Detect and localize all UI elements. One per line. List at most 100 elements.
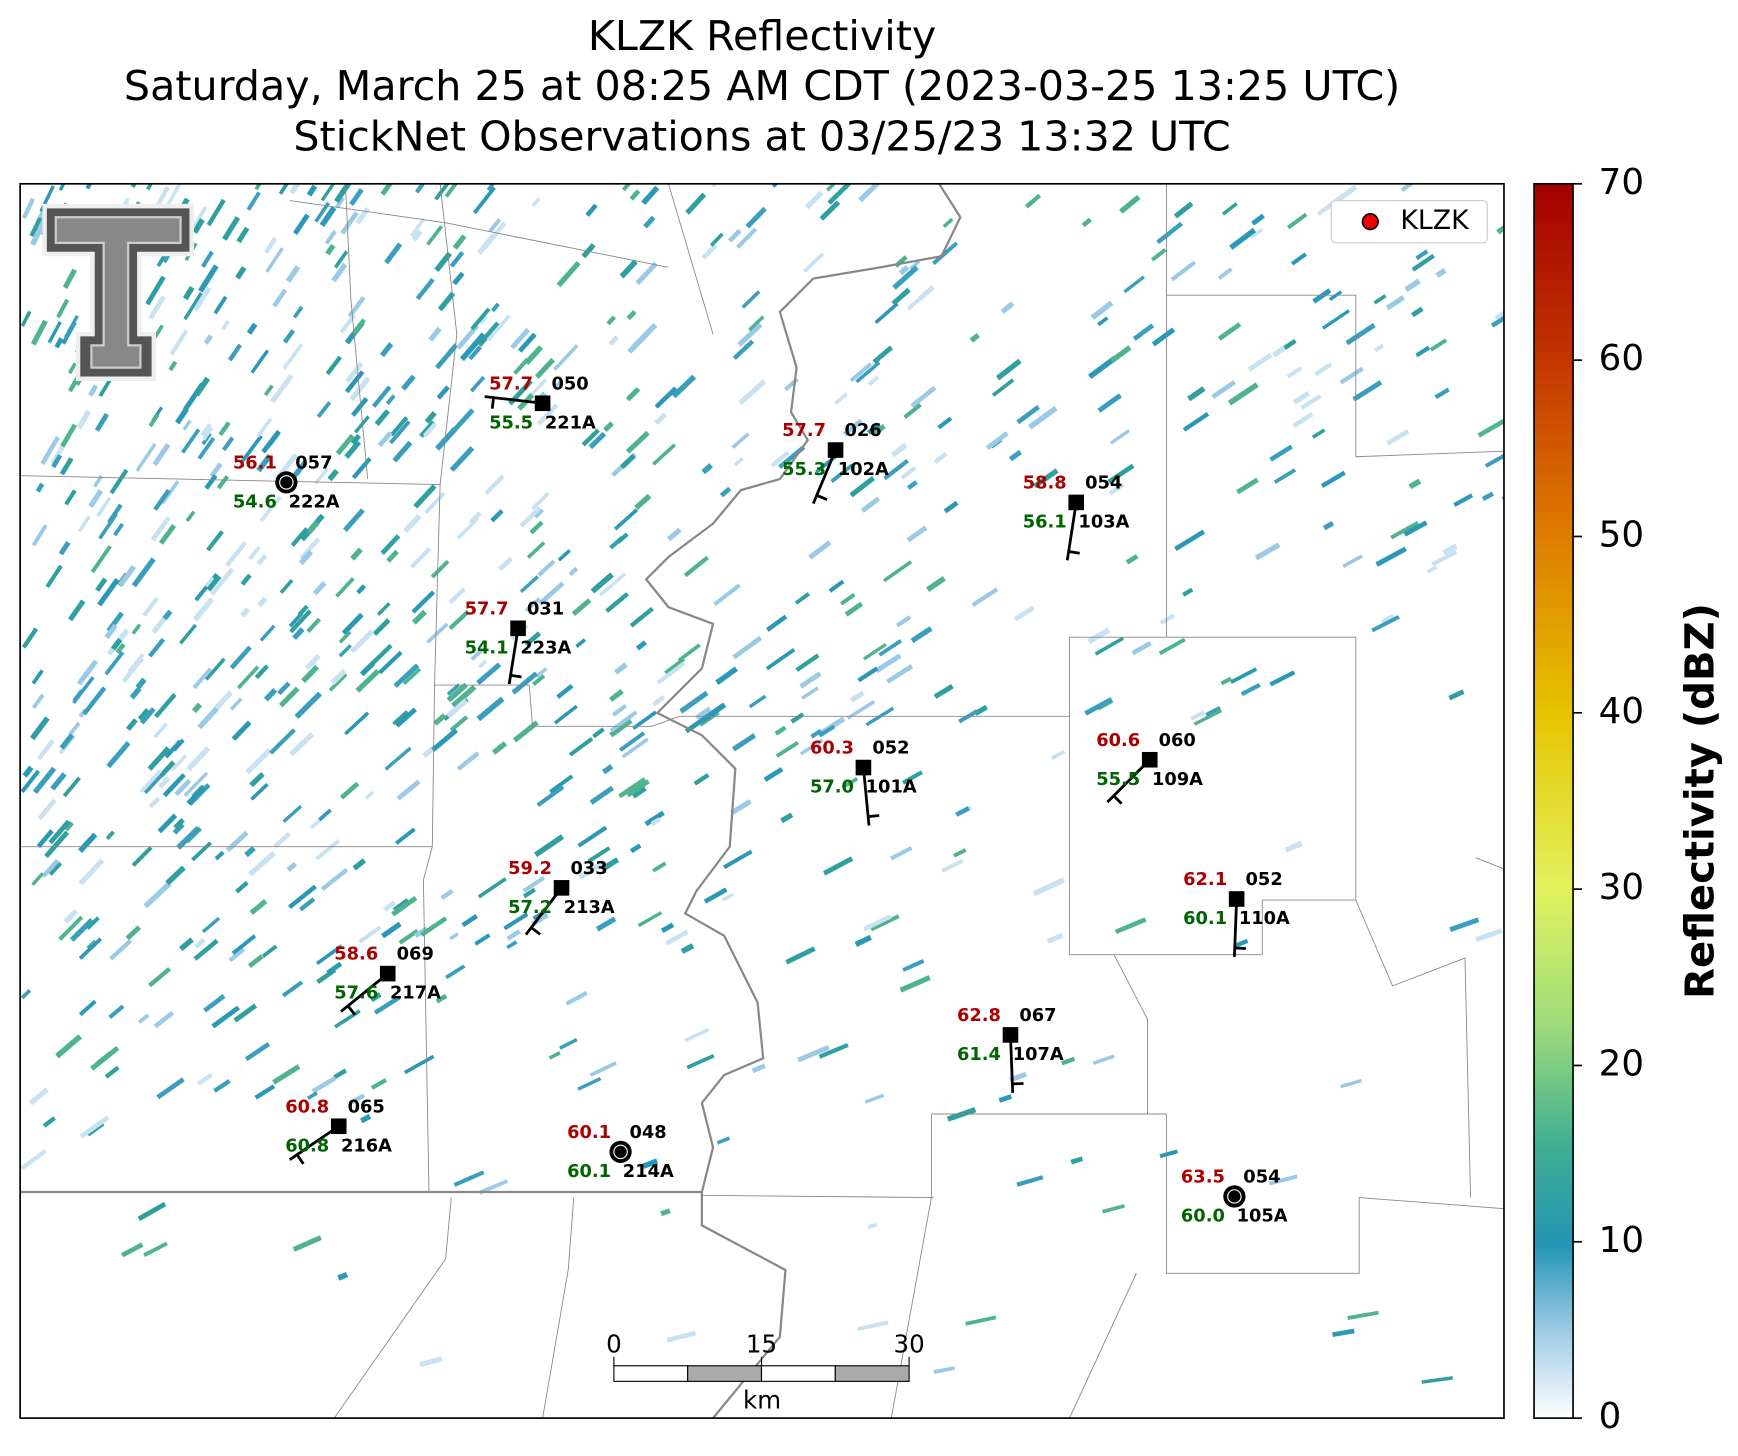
radar-echo [937, 416, 953, 430]
radar-echo [857, 1320, 889, 1332]
radar-echo [435, 343, 459, 370]
radar-echo [1312, 288, 1332, 304]
radar-echo [351, 397, 369, 417]
radar-echo [36, 738, 55, 761]
radar-echo [44, 830, 70, 859]
radar-echo [256, 453, 273, 473]
radar-echo [426, 622, 449, 644]
radar-echo [1016, 404, 1041, 425]
radar-echo [31, 693, 45, 709]
radar-echo [293, 213, 310, 236]
radar-echo [866, 422, 881, 435]
radar-echo [162, 609, 173, 621]
radar-echo [440, 888, 454, 900]
radar-echo [435, 993, 448, 1004]
station-id: 102A [838, 459, 889, 480]
radar-echo [339, 313, 357, 334]
radar-echo [641, 185, 660, 205]
radar-echo [731, 733, 757, 752]
radar-echo [933, 683, 954, 699]
dewpoint: 55.5 [489, 412, 533, 433]
radar-echo [48, 819, 71, 845]
radar-echo [841, 777, 859, 789]
radar-echo [1156, 221, 1183, 245]
radar-echo [181, 428, 201, 454]
radar-echo [51, 454, 63, 469]
radar-echo [1385, 295, 1406, 311]
radar-echo [95, 577, 108, 592]
radar-echo [534, 508, 545, 519]
radar-echo [1400, 183, 1422, 192]
radar-echo [1345, 322, 1376, 346]
title-line: StickNet Observations at 03/25/23 13:32 … [293, 112, 1230, 160]
radar-echo [470, 307, 491, 331]
radar-echo [72, 689, 84, 702]
radar-echo [403, 1054, 435, 1075]
wind-barb [484, 395, 543, 405]
title-line: KLZK Reflectivity [588, 12, 936, 60]
radar-echo [193, 938, 219, 961]
station-id: 101A [866, 777, 917, 798]
radar-echo [330, 668, 347, 685]
radar-echo [446, 683, 461, 696]
radar-echo [68, 599, 86, 622]
station-marker [827, 442, 844, 458]
radar-echo [63, 908, 79, 924]
radar-echo [137, 1201, 167, 1221]
radar-echo [191, 702, 203, 714]
temperature: 62.8 [957, 1005, 1001, 1026]
radar-echo [1292, 390, 1311, 405]
radar-echo [20, 1149, 47, 1171]
radar-echo [524, 631, 542, 647]
radar-echo [419, 420, 436, 438]
scale-label: 30 [894, 1330, 925, 1359]
radar-echo [320, 868, 349, 891]
radar-echo [1442, 543, 1458, 556]
radar-echo [233, 1003, 258, 1023]
radar-echo [808, 540, 832, 560]
radar-echo [748, 315, 765, 332]
scale-label: 0 [606, 1330, 622, 1359]
radar-echo [169, 329, 189, 356]
radar-echo [152, 443, 171, 467]
radar-echo [1494, 302, 1504, 321]
radar-echo [1373, 294, 1387, 305]
radar-echo [522, 875, 546, 893]
radar-echo [450, 408, 475, 435]
radar-echo [76, 659, 99, 686]
radar-echo [355, 668, 380, 693]
radar-echo [47, 321, 62, 344]
station-code: 057 [295, 452, 332, 473]
radar-echo [1475, 928, 1503, 942]
colorbar-tick-label: 20 [1599, 1043, 1644, 1084]
radar-echo [491, 741, 508, 755]
radar-echo [1273, 468, 1297, 484]
radar-echo [143, 769, 167, 795]
radar-echo [459, 332, 486, 362]
radar-echo [229, 697, 243, 711]
radar-echo [556, 260, 581, 288]
radar-echo [172, 822, 185, 835]
radar-echo [456, 517, 479, 540]
radar-echo [247, 954, 264, 968]
station-id: 223A [520, 637, 571, 658]
radar-echo [1322, 309, 1350, 330]
radar-echo [183, 292, 203, 321]
radar-echo [156, 1077, 185, 1100]
radar-echo [1170, 260, 1197, 282]
radar-echo [263, 688, 278, 702]
radar-echo [451, 684, 477, 708]
radar-echo [386, 549, 399, 563]
radar-echo [294, 691, 323, 719]
radar-echo [578, 859, 607, 880]
radar-echo [490, 302, 500, 313]
radar-echo [68, 721, 81, 736]
radar-echo [147, 746, 171, 771]
radar-echo [656, 661, 686, 685]
radar-echo [671, 374, 697, 399]
radar-echo [139, 769, 163, 794]
radar-echo [1159, 613, 1176, 625]
station-code: 054 [1243, 1166, 1280, 1187]
radar-echo [338, 630, 352, 644]
radar-echo [571, 598, 592, 616]
